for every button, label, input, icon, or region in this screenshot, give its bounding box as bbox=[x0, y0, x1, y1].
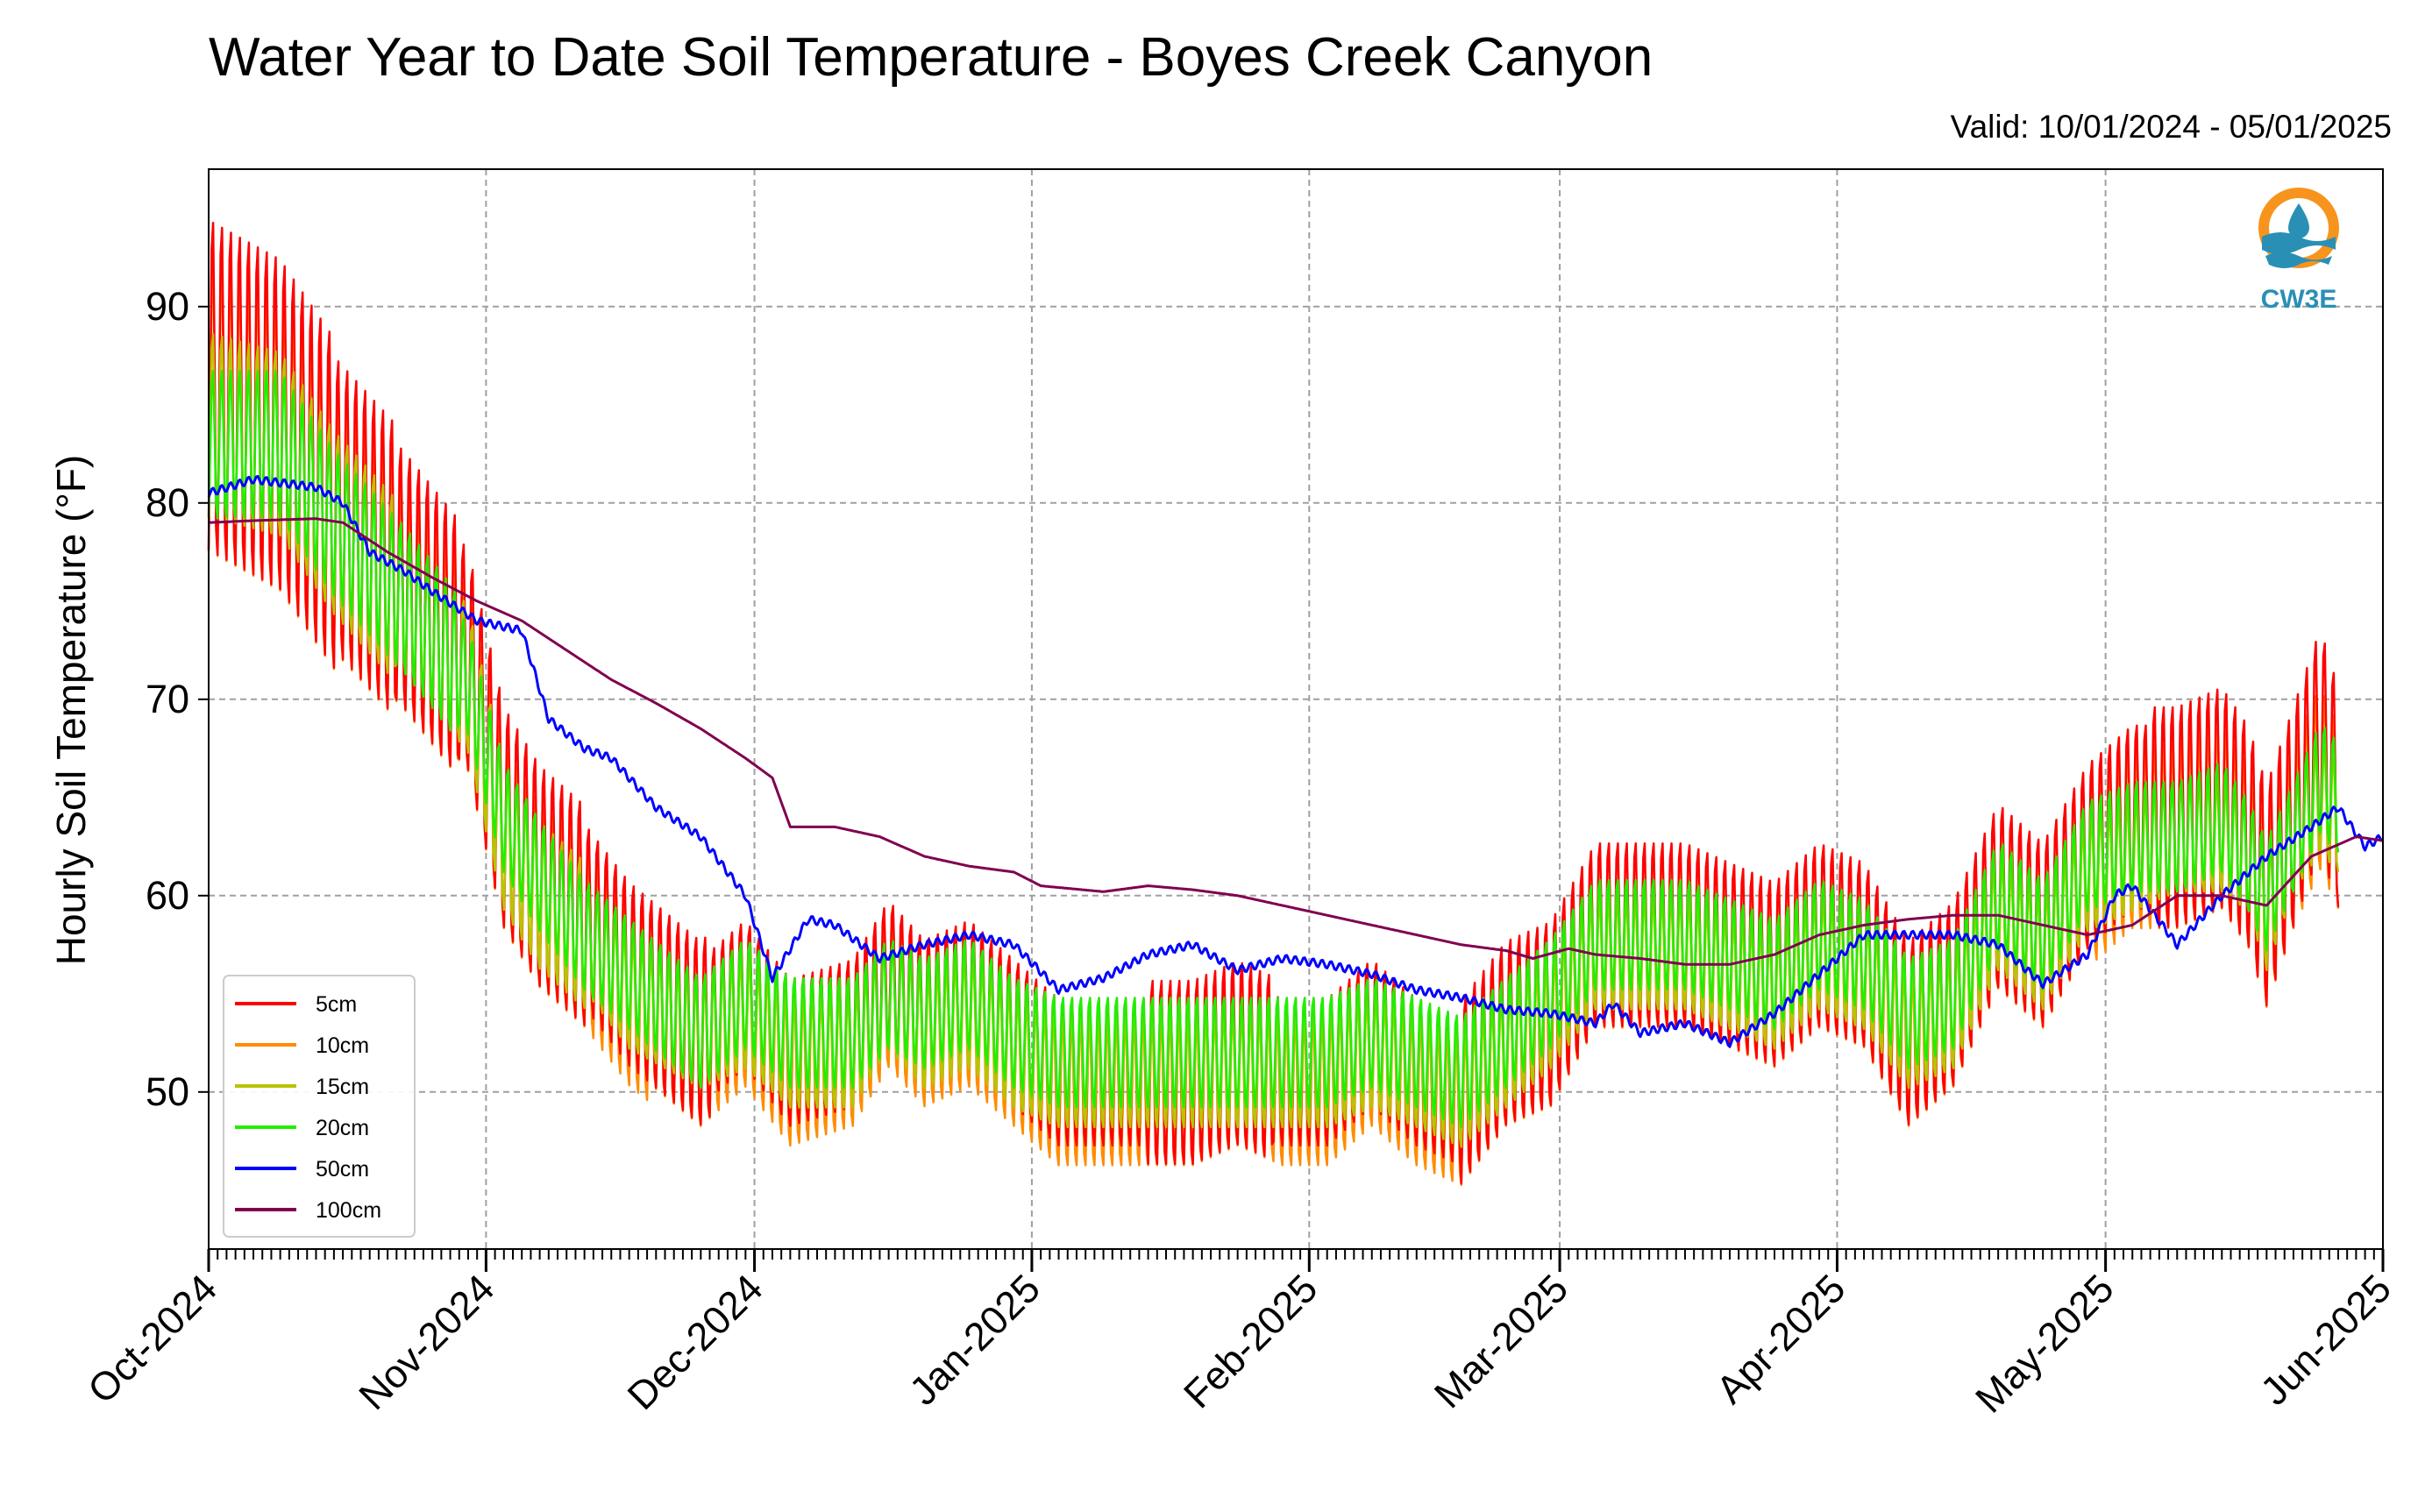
legend-label-15cm: 15cm bbox=[316, 1075, 369, 1099]
chart-title: Water Year to Date Soil Temperature - Bo… bbox=[209, 27, 1653, 88]
plot-frame bbox=[208, 168, 2384, 1250]
x-tick-label: Mar-2025 bbox=[1426, 1266, 1576, 1416]
legend: 5cm 10cm 15cm 20cm 50cm 100cm bbox=[223, 975, 416, 1238]
legend-label-100cm: 100cm bbox=[316, 1198, 381, 1223]
logo-text: CW3E bbox=[2261, 285, 2337, 314]
series-line-100cm bbox=[208, 517, 2384, 966]
legend-label-20cm: 20cm bbox=[316, 1116, 369, 1140]
series-line-15cm bbox=[207, 332, 2340, 1148]
legend-box bbox=[223, 975, 416, 1238]
logo-wave-2 bbox=[2265, 252, 2332, 268]
drop-icon bbox=[2288, 203, 2309, 238]
x-tick-label: Jun-2025 bbox=[2251, 1266, 2400, 1414]
logo-wave-1 bbox=[2262, 232, 2336, 254]
y-tick-label: 50 bbox=[146, 1069, 189, 1114]
x-tick-label: Nov-2024 bbox=[350, 1266, 502, 1418]
y-tick-label: 90 bbox=[146, 284, 189, 329]
x-tick-label: Jan-2025 bbox=[900, 1266, 1049, 1414]
legend-label-5cm: 5cm bbox=[316, 992, 357, 1017]
legend-label-10cm: 10cm bbox=[316, 1033, 369, 1058]
cw3e-logo: CW3E bbox=[2258, 188, 2339, 314]
x-tick-label: Oct-2024 bbox=[79, 1266, 225, 1412]
series-line-10cm bbox=[207, 259, 2340, 1186]
y-axis-label: Hourly Soil Temperature (°F) bbox=[48, 455, 94, 966]
legend-label-50cm: 50cm bbox=[316, 1157, 369, 1182]
grid-layer bbox=[209, 169, 2383, 1249]
series-line-20cm bbox=[207, 369, 2340, 1129]
y-tick-label: 60 bbox=[146, 873, 189, 918]
y-tick-label: 70 bbox=[146, 677, 189, 721]
x-tick-label: Dec-2024 bbox=[619, 1266, 772, 1418]
x-tick-label: Apr-2025 bbox=[1708, 1266, 1854, 1412]
chart-valid-range: Valid: 10/01/2024 - 05/01/2025 bbox=[1950, 109, 2392, 145]
series-layer bbox=[207, 222, 2384, 1186]
series-line-50cm bbox=[207, 474, 2384, 1048]
y-tick-label: 80 bbox=[146, 480, 189, 525]
x-tick-label: May-2025 bbox=[1966, 1266, 2123, 1422]
legend-items: 5cm 10cm 15cm 20cm 50cm 100cm bbox=[235, 992, 381, 1223]
x-tick-label: Feb-2025 bbox=[1175, 1266, 1326, 1416]
axis-layer: 50 60 70 80 90 Oct-2024 Nov-2024 Dec-2024 Jan-20… bbox=[79, 284, 2400, 1422]
series-line-5cm bbox=[207, 222, 2340, 1185]
